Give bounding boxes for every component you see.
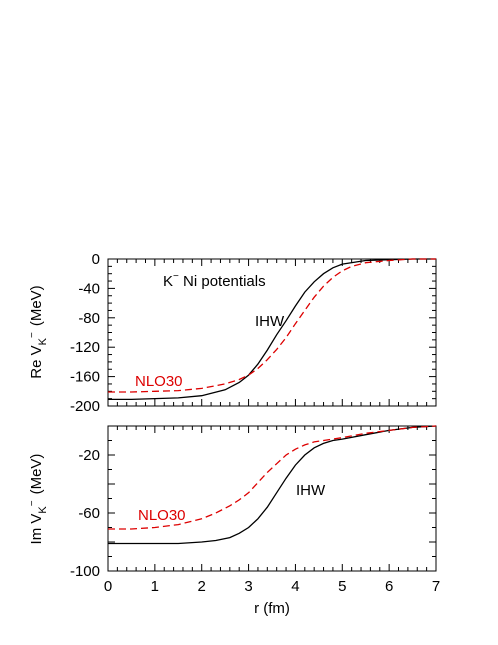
annotation-k: K xyxy=(163,273,173,290)
y-axis-title-main: Re V xyxy=(28,345,45,378)
annotation-rest: Ni potentials xyxy=(179,273,266,290)
y-axis-title-unit: (MeV) xyxy=(28,454,45,495)
y-tick-label: -100 xyxy=(70,563,100,580)
panel-annotation: K− Ni potentials xyxy=(163,271,266,290)
y-axis-title-unit: (MeV) xyxy=(28,285,45,326)
y-axis-title-subscript: K xyxy=(37,337,49,345)
x-axis-title: r (fm) xyxy=(254,600,290,617)
y-axis-title-superscript: − xyxy=(27,332,38,338)
y-tick-label: -60 xyxy=(78,505,100,522)
x-tick-label: 2 xyxy=(198,578,206,595)
series-line-ihw xyxy=(108,425,437,545)
y-tick-label: -120 xyxy=(70,339,100,356)
x-tick-label: 1 xyxy=(151,578,159,595)
x-tick-label: 5 xyxy=(338,578,346,595)
y-axis-title-subscript: K xyxy=(37,506,49,514)
annotation-superscript: − xyxy=(173,271,179,282)
y-axis-title: Re VK− (MeV) xyxy=(27,285,49,378)
x-tick-label: 3 xyxy=(244,578,252,595)
series-label-ihw: IHW xyxy=(255,313,285,330)
y-axis-title-main: Im V xyxy=(28,514,45,545)
series-label-nlo30: NLO30 xyxy=(138,507,186,524)
y-tick-label: -20 xyxy=(78,447,100,464)
plot-frame xyxy=(107,425,437,572)
x-tick-label: 4 xyxy=(291,578,299,595)
series-line-nlo30 xyxy=(108,258,436,393)
series-line-nlo30 xyxy=(108,425,437,530)
y-tick-label: -160 xyxy=(70,369,100,386)
x-tick-label: 6 xyxy=(385,578,393,595)
y-tick-label: -80 xyxy=(78,310,100,327)
series-label-nlo30: NLO30 xyxy=(135,373,183,390)
x-tick-label: 7 xyxy=(432,578,440,595)
y-tick-label: 0 xyxy=(92,251,100,268)
y-axis-title: Im VK− (MeV) xyxy=(27,454,49,545)
y-tick-label: -200 xyxy=(70,398,100,415)
x-tick-label: 0 xyxy=(104,578,112,595)
series-line-ihw xyxy=(108,258,436,401)
y-tick-label: -40 xyxy=(78,280,100,297)
series-label-ihw: IHW xyxy=(296,482,326,499)
y-axis-title-superscript: − xyxy=(27,500,38,506)
